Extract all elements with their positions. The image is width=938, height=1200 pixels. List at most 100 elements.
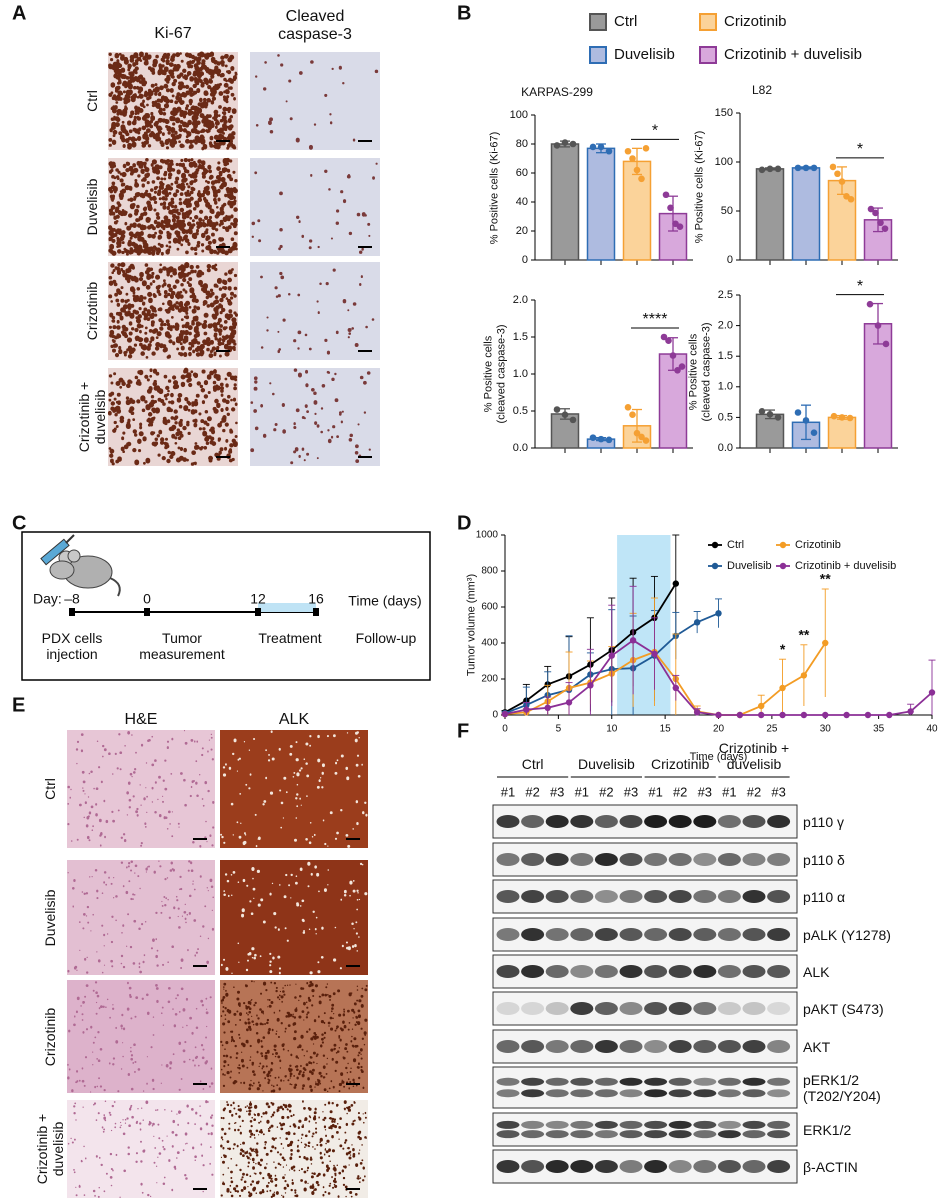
blot-band	[594, 853, 618, 866]
blot-band	[644, 1077, 668, 1086]
significance-label: ****	[643, 311, 668, 328]
histology-image	[67, 1100, 215, 1198]
blot-band	[570, 890, 594, 903]
y-axis-label: Tumor volume (mm³)	[465, 573, 478, 677]
data-point	[678, 363, 686, 370]
data-point	[633, 166, 641, 174]
blot-band	[742, 1002, 766, 1015]
data-point	[838, 414, 846, 421]
blot-band	[545, 815, 569, 828]
data-point	[624, 147, 632, 155]
y-tick-label: 600	[481, 602, 498, 613]
blot-band	[496, 890, 520, 903]
blot-band	[717, 1002, 741, 1015]
data-point	[605, 147, 613, 155]
data-point	[928, 689, 936, 696]
data-point	[864, 711, 872, 719]
blot-band	[594, 1089, 618, 1098]
blot-band	[570, 1077, 594, 1086]
data-point	[672, 580, 679, 587]
row-label: Crizotinib	[41, 1007, 58, 1066]
data-point	[872, 209, 879, 217]
y-tick-label: 0.0	[513, 442, 528, 454]
row-label: Crizotinib + duvelisib	[75, 381, 108, 453]
blot-band	[742, 1160, 766, 1173]
y-tick-label: 0.5	[513, 405, 528, 417]
data-point	[523, 706, 530, 713]
blot-band	[496, 1120, 520, 1129]
y-tick-label: 1000	[476, 530, 499, 541]
row-label: Ctrl	[41, 778, 58, 800]
data-point	[774, 414, 782, 421]
protein-label: AKT	[803, 1038, 831, 1055]
x-tick-label: 20	[713, 724, 725, 735]
data-point	[881, 225, 889, 232]
blot-band	[496, 1160, 520, 1173]
blot-band	[717, 890, 741, 903]
histology-texture	[220, 980, 368, 1093]
histology-texture	[108, 261, 238, 359]
blot-band	[742, 815, 766, 828]
timeline-axis-label: Time (days)	[348, 593, 421, 609]
timeline-tick	[313, 608, 319, 616]
mouse-icon	[40, 534, 121, 597]
legend-label: Duvelisib	[614, 46, 675, 63]
data-point	[501, 710, 509, 718]
data-point	[672, 684, 679, 692]
blot-band	[767, 1160, 791, 1173]
blot-band	[496, 1002, 520, 1015]
data-point	[794, 164, 802, 172]
histology-image	[67, 730, 215, 848]
data-point	[667, 204, 674, 212]
x-tick-label: 10	[606, 724, 618, 735]
blot-band	[619, 815, 643, 828]
blot-band	[594, 815, 618, 828]
y-tick-label: 80	[516, 138, 528, 150]
blot-band	[521, 928, 545, 941]
blot-band	[545, 928, 569, 941]
x-tick-label: 0	[502, 724, 508, 735]
blot-band	[496, 965, 520, 978]
data-point	[587, 682, 594, 689]
data-point	[766, 411, 774, 418]
blot-band	[767, 928, 791, 941]
data-point	[886, 711, 893, 719]
legend-marker	[779, 541, 787, 549]
x-tick-label: 15	[660, 724, 672, 735]
blot-band	[570, 853, 594, 866]
x-tick-label: 35	[873, 724, 885, 735]
legend-marker	[711, 541, 719, 549]
blot-band	[668, 1130, 692, 1139]
data-point	[642, 437, 650, 444]
histology-texture	[67, 981, 214, 1093]
y-tick-label: 1.5	[718, 350, 733, 362]
group-label: Crizotinib	[651, 755, 710, 772]
protein-label: ALK	[803, 963, 830, 980]
data-point	[766, 165, 774, 173]
blot-band	[767, 890, 791, 903]
lane-label: #1	[575, 784, 589, 799]
blot-band	[594, 1002, 618, 1015]
blot-band	[767, 1040, 791, 1053]
blot-band	[668, 1077, 692, 1086]
row-label: Crizotinib	[83, 281, 100, 341]
data-point	[779, 684, 786, 692]
x-tick-label: 25	[766, 724, 778, 735]
legend-marker	[779, 562, 787, 570]
blot-band	[496, 1077, 520, 1086]
blot-band	[619, 890, 643, 903]
blot-band	[717, 1040, 741, 1053]
lane-label: #3	[624, 784, 638, 799]
blot-band	[594, 1040, 618, 1053]
blot-band	[496, 1040, 520, 1053]
y-tick-label: 0	[522, 254, 528, 266]
blot-band	[594, 1160, 618, 1173]
histology-image	[220, 860, 368, 975]
y-axis-label: % Positive cells (cleaved caspase-3)	[687, 321, 712, 422]
blot-band	[545, 1077, 569, 1086]
y-tick-label: 1.0	[513, 368, 528, 380]
y-axis-label: % Positive cells (Ki-67)	[488, 131, 501, 244]
blot-band	[496, 1130, 520, 1139]
histology-texture	[67, 860, 215, 974]
blot-band	[693, 1040, 717, 1053]
